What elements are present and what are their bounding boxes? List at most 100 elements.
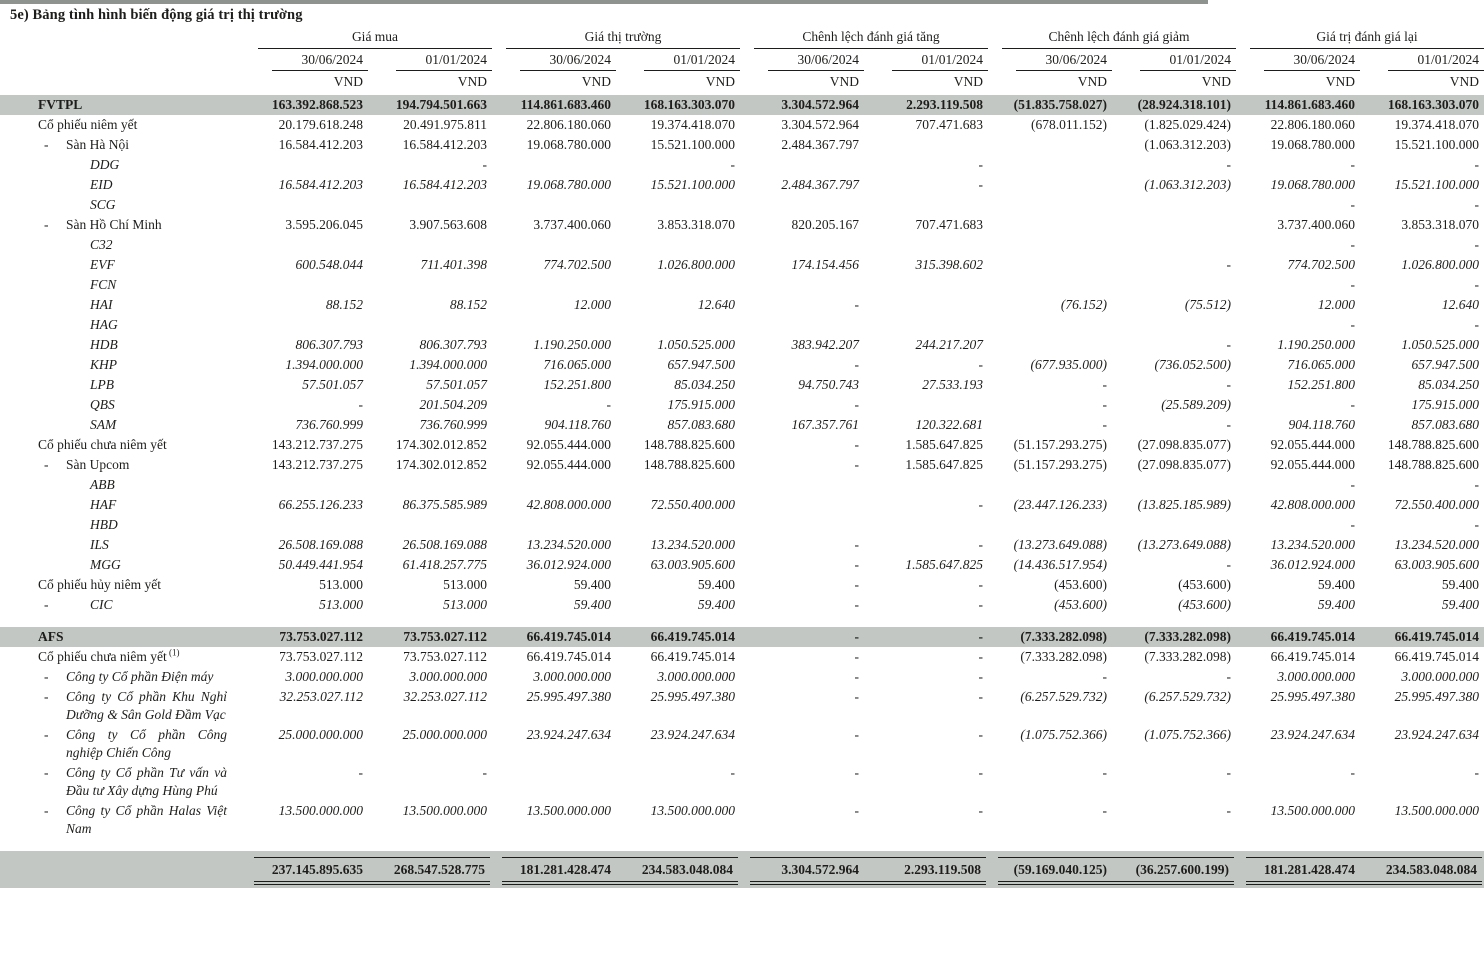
value-cell [1112, 515, 1236, 535]
date-label: 01/01/2024 [1140, 49, 1237, 71]
unit-label: VND [333, 74, 363, 89]
table-row: 237.145.895.635 268.547.528.775 181.281.42… [0, 851, 1484, 888]
value-cell: 1.585.647.825 [905, 457, 984, 472]
row-label: Công ty Cổ phần Halas Việt Nam [66, 803, 227, 836]
table-row: - Công ty Cổ phần Halas Việt Nam 13.500.00… [0, 801, 1484, 839]
value-cell: 32.253.027.112 [403, 689, 487, 704]
row-label-cell: QBS [0, 395, 244, 415]
value-cell: 15.521.100.000 [1394, 137, 1480, 152]
value-cell: - [978, 157, 984, 172]
value-cell: 63.003.905.600 [650, 557, 736, 572]
value-cell: - [1350, 477, 1356, 492]
value-cell: - [978, 177, 984, 192]
value-cell: - [1226, 157, 1232, 172]
grand-total-value: 234.583.048.084 [616, 857, 739, 885]
value-cell: 16.584.412.203 [402, 177, 487, 192]
column-group-header: Giá thị trường [492, 27, 741, 49]
value-cell: 3.737.400.060 [533, 217, 611, 232]
value-cell: 3.737.400.060 [1277, 217, 1356, 232]
value-cell: - [1474, 197, 1480, 212]
row-label: AFS [38, 629, 64, 644]
value-cell [616, 475, 740, 495]
table-row: ILS 26.508.169.088 26.508.169.088 13.234.52… [0, 535, 1484, 555]
table-row: FCN - - [0, 275, 1484, 295]
value-cell: 174.302.012.852 [395, 457, 487, 472]
value-cell [988, 255, 1112, 275]
value-cell: 175.915.000 [667, 397, 736, 412]
value-cell: 92.055.444.000 [1270, 457, 1356, 472]
value-cell [864, 235, 988, 255]
page-title: 5e) Bảng tình hình biến động giá trị thị… [10, 7, 303, 23]
value-cell [740, 155, 864, 175]
grand-total-value: (36.257.600.199) [1112, 857, 1235, 885]
grand-total-value: 3.304.572.964 [750, 857, 865, 885]
value-cell: 59.400 [1317, 577, 1356, 592]
value-cell: 73.753.027.112 [403, 649, 487, 664]
value-cell [616, 235, 740, 255]
value-cell: (25.589.209) [1161, 397, 1232, 412]
table-row: DDG - - - - - - [0, 155, 1484, 175]
value-cell: 57.501.057 [302, 377, 363, 392]
table-row: Cổ phiếu hủy niêm yết 513.000 513.000 59.40… [0, 575, 1484, 595]
value-cell [368, 515, 492, 535]
value-cell: - [978, 765, 984, 780]
value-cell: 27.533.193 [922, 377, 984, 392]
row-label-cell: DDG [0, 155, 244, 175]
table-row: C32 - - [0, 235, 1484, 255]
value-cell [740, 515, 864, 535]
date-column-header: 30/06/2024 [492, 49, 616, 71]
date-column-header: 30/06/2024 [1236, 49, 1361, 71]
value-cell: 904.118.760 [544, 417, 612, 432]
value-cell [1112, 475, 1236, 495]
value-cell: (51.835.758.027) [988, 95, 1113, 115]
value-cell: 59.400 [1441, 577, 1480, 592]
value-cell [492, 315, 616, 335]
market-value-table: Giá mua Giá thị trường Chênh lệch đánh giá… [0, 27, 1484, 888]
value-cell [368, 195, 492, 215]
value-cell: - [1474, 477, 1480, 492]
value-cell [492, 763, 616, 801]
row-label: Sàn Hà Nội [66, 137, 129, 152]
value-cell: 657.947.500 [1411, 357, 1480, 372]
row-label: Công ty Cổ phần Tư vấn và Đầu tư Xây dựn… [66, 765, 227, 798]
value-cell [864, 275, 988, 295]
row-label-cell: HDB [0, 335, 244, 355]
value-cell [864, 295, 988, 315]
table-row: - Công ty Cổ phần Điện máy 3.000.000.000 3.… [0, 667, 1484, 687]
value-cell: - [1102, 397, 1108, 412]
grand-total-value: 181.281.428.474 [502, 857, 616, 885]
value-cell: 66.255.126.233 [278, 497, 363, 512]
value-cell: 513.000 [443, 597, 487, 612]
value-cell: 716.065.000 [1287, 357, 1356, 372]
date-label: 01/01/2024 [644, 49, 741, 71]
label-column-header [0, 71, 244, 95]
footnote-marker: (1) [166, 647, 180, 658]
value-cell: 513.000 [443, 577, 487, 592]
value-cell [1112, 195, 1236, 215]
table-row: HDB 806.307.793 806.307.793 1.190.250.000 1.… [0, 335, 1484, 355]
value-cell: 3.000.000.000 [1401, 669, 1480, 684]
value-cell: 315.398.602 [915, 257, 984, 272]
value-cell: 3.000.000.000 [409, 669, 487, 684]
value-cell: 16.584.412.203 [278, 177, 363, 192]
row-label-cell: ABB [0, 475, 244, 495]
value-cell [740, 495, 864, 515]
date-column-header: 01/01/2024 [368, 49, 492, 71]
value-cell [492, 515, 616, 535]
value-cell [244, 315, 368, 335]
value-cell: 820.205.167 [791, 217, 860, 232]
value-cell: 94.750.743 [798, 377, 860, 392]
value-cell: - [482, 157, 488, 172]
grand-total-value: (59.169.040.125) [998, 857, 1113, 885]
value-cell: (1.825.029.424) [1144, 117, 1232, 132]
row-label-cell: - Sàn Hà Nội [0, 135, 244, 155]
value-cell: - [1474, 157, 1480, 172]
row-bullet-dash: - [44, 597, 49, 612]
value-cell: - [1350, 765, 1356, 780]
value-cell [740, 475, 864, 495]
value-cell: 857.083.680 [667, 417, 736, 432]
value-cell: - [1474, 317, 1480, 332]
value-cell: 181.281.428.474 [492, 851, 616, 888]
row-bullet-dash: - [44, 689, 49, 704]
value-cell: 167.357.761 [791, 417, 860, 432]
